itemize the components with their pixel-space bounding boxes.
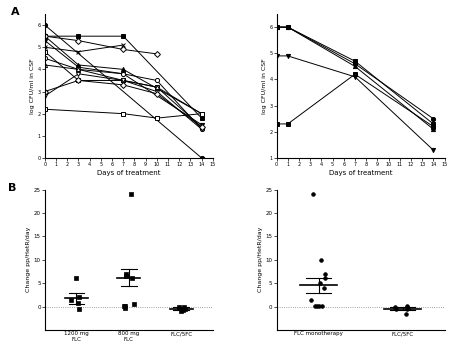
Point	[404, 306, 411, 312]
Point	[404, 304, 411, 309]
Point	[403, 311, 410, 316]
Point	[127, 191, 134, 197]
Point	[74, 300, 81, 306]
Point	[315, 304, 322, 309]
Point	[122, 303, 129, 309]
Point	[179, 307, 186, 313]
Point	[121, 305, 128, 311]
Y-axis label: log CFU/ml in CSF: log CFU/ml in CSF	[261, 58, 267, 114]
Point	[130, 302, 137, 307]
Point	[180, 305, 187, 310]
Point	[311, 303, 318, 309]
Point	[176, 304, 183, 310]
Y-axis label: log CFU/ml in CSF: log CFU/ml in CSF	[30, 58, 35, 114]
Point	[321, 271, 329, 277]
Point	[73, 276, 80, 281]
Point	[318, 303, 326, 309]
Point	[75, 294, 83, 300]
Text: B: B	[8, 183, 16, 192]
Point	[313, 303, 320, 309]
Point	[181, 306, 188, 312]
Point	[392, 306, 400, 312]
Text: EFA 0.26 ± SD0.02 log/CFU/ml/day: EFA 0.26 ± SD0.02 log/CFU/ml/day	[315, 213, 406, 218]
Point	[123, 273, 130, 279]
Point	[405, 305, 412, 311]
X-axis label: Days of treatment: Days of treatment	[329, 170, 392, 176]
Text: EFA -0.13 ± SD 0.08 log/CFU/ml/day: EFA -0.13 ± SD 0.08 log/CFU/ml/day	[81, 213, 176, 218]
Point	[320, 285, 327, 291]
Y-axis label: Change pp/HetR/day: Change pp/HetR/day	[258, 227, 263, 292]
X-axis label: Days of treatment: Days of treatment	[97, 170, 161, 176]
Point	[391, 304, 398, 310]
Point	[307, 297, 314, 302]
Point	[310, 191, 317, 197]
Point	[120, 303, 127, 309]
Point	[317, 257, 325, 263]
Point	[178, 309, 185, 314]
Text: A: A	[11, 7, 20, 17]
Point	[122, 271, 129, 277]
Point	[403, 303, 410, 309]
Point	[75, 306, 83, 312]
Point	[321, 276, 329, 281]
Point	[68, 297, 75, 302]
Y-axis label: Change pp/HetR/day: Change pp/HetR/day	[26, 227, 31, 292]
Point	[128, 276, 135, 281]
Point	[317, 280, 324, 286]
